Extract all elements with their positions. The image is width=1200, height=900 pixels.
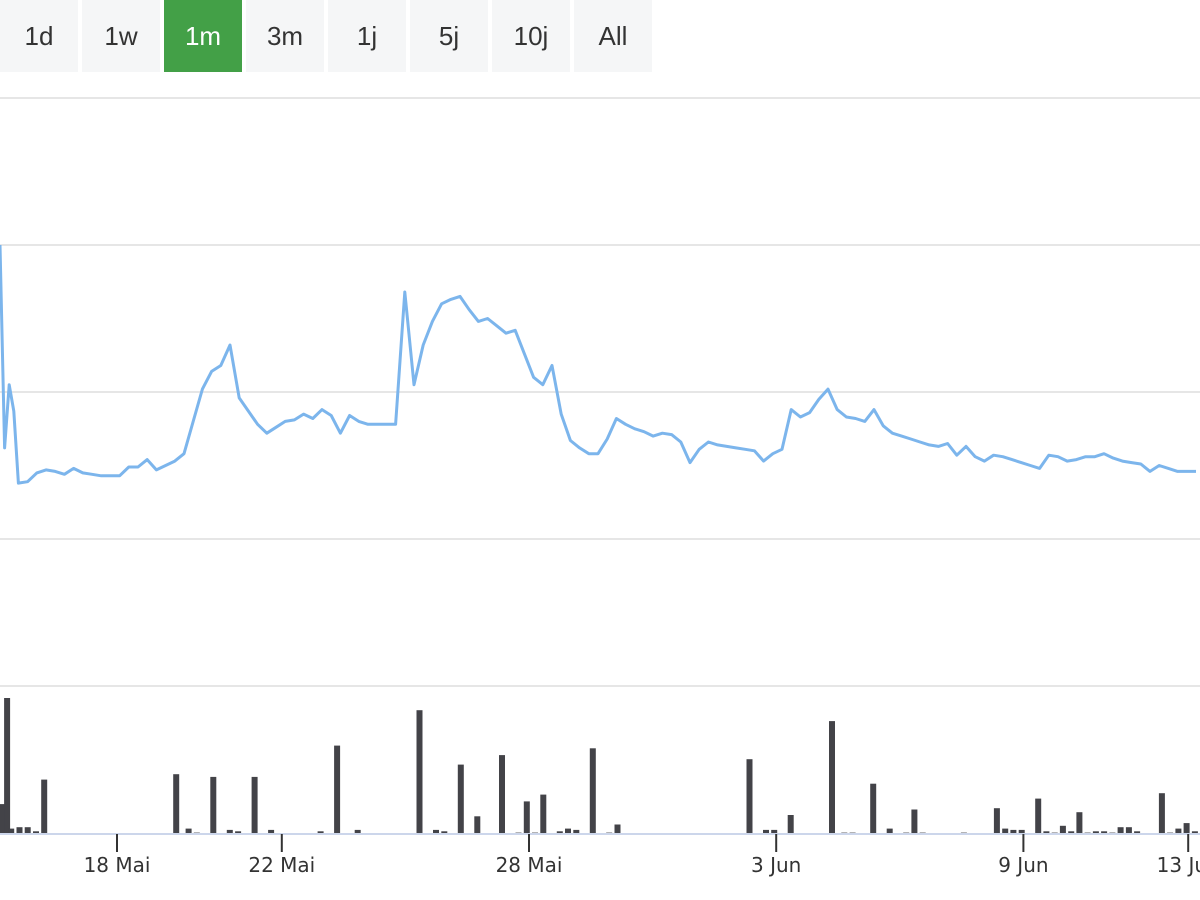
volume-bar: [1076, 812, 1083, 834]
price-line: [0, 244, 1196, 485]
volume-bar: [540, 794, 547, 834]
volume-bar: [499, 755, 505, 834]
x-tick-label: 18 Mai: [84, 853, 151, 877]
volume-bar: [268, 829, 275, 834]
volume-bar: [1191, 831, 1198, 834]
volume-bar: [1059, 825, 1066, 834]
volume-bar: [614, 824, 621, 834]
volume-bar: [173, 774, 180, 834]
volume-bar: [474, 816, 481, 834]
volume-bar: [441, 831, 448, 834]
volume-bar: [235, 831, 242, 834]
volume-bar: [829, 721, 835, 834]
volume-bar: [33, 831, 39, 834]
volume-bar: [457, 764, 464, 834]
volume-bar: [787, 815, 794, 834]
volume-bar: [354, 829, 361, 834]
volume-bar: [251, 776, 258, 834]
volume-bar: [573, 829, 580, 834]
volume-bar: [771, 829, 778, 834]
volume-bar: [746, 759, 753, 834]
volume-bar: [993, 808, 1000, 834]
volume-bar: [8, 828, 15, 834]
volume-bars: [0, 698, 1198, 834]
volume-bar: [523, 801, 530, 834]
volume-bar: [886, 828, 893, 834]
volume-bar: [870, 783, 877, 834]
volume-bar: [565, 828, 571, 834]
range-button-5j[interactable]: 5j: [410, 0, 488, 72]
x-tick-label: 22 Mai: [248, 853, 315, 877]
x-tick-label: 13 Jun: [1157, 853, 1200, 877]
volume-bar: [0, 804, 6, 834]
volume-bar: [763, 829, 769, 834]
volume-bar: [1092, 831, 1099, 834]
x-tick-label: 9 Jun: [998, 853, 1048, 877]
volume-bar: [41, 779, 48, 834]
volume-bar: [1134, 831, 1141, 834]
volume-bar: [24, 827, 31, 834]
volume-bar: [1010, 829, 1017, 834]
range-button-all[interactable]: All: [574, 0, 652, 72]
volume-bar: [317, 831, 324, 834]
x-tick-label: 3 Jun: [751, 853, 801, 877]
volume-bar: [1125, 827, 1132, 834]
volume-bar: [1035, 798, 1042, 834]
volume-bar: [433, 829, 439, 834]
volume-bar: [556, 831, 563, 834]
volume-bar: [1158, 793, 1165, 834]
volume-bar: [4, 698, 11, 834]
volume-bar: [185, 828, 192, 834]
volume-bar: [1101, 831, 1108, 834]
volume-bar: [1043, 831, 1050, 834]
volume-bar: [210, 776, 217, 834]
range-button-1j[interactable]: 1j: [328, 0, 406, 72]
volume-bar: [16, 827, 23, 834]
volume-bar: [1018, 829, 1025, 834]
volume-bar: [226, 829, 233, 834]
x-tick-label: 28 Mai: [496, 853, 563, 877]
range-button-1w[interactable]: 1w: [82, 0, 160, 72]
volume-bar: [911, 809, 918, 834]
volume-bar: [1002, 828, 1009, 834]
volume-bar: [1183, 823, 1190, 834]
volume-bar: [1068, 831, 1075, 834]
range-button-1m[interactable]: 1m: [164, 0, 242, 72]
volume-bar: [334, 745, 341, 834]
range-button-10j[interactable]: 10j: [492, 0, 570, 72]
volume-bar: [1117, 827, 1124, 834]
volume-bar: [589, 748, 596, 834]
x-axis-ticks: 18 Mai 22 Mai 28 Mai 3 Jun 9 Jun 13 Jun: [84, 834, 1200, 877]
gridlines: [0, 97, 1200, 687]
volume-bar: [416, 710, 423, 834]
volume-bar: [1175, 828, 1182, 834]
range-button-3m[interactable]: 3m: [246, 0, 324, 72]
range-button-1d[interactable]: 1d: [0, 0, 78, 72]
range-selector: 1d 1w 1m 3m 1j 5j 10j All: [0, 0, 652, 72]
